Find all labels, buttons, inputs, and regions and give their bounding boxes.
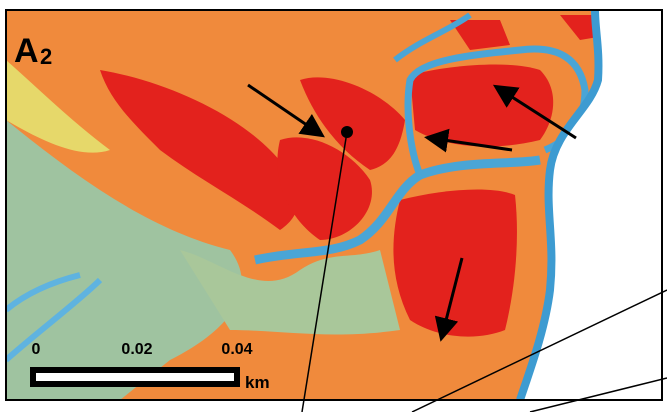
scale-bar-inner <box>36 373 234 381</box>
scale-unit: km <box>245 373 270 392</box>
scale-label: 0.04 <box>221 341 252 358</box>
raster <box>6 10 662 400</box>
patch <box>410 65 553 147</box>
panel-label: A <box>14 32 39 70</box>
scale-label: 0 <box>32 341 41 358</box>
map-figure: A 2 0 0.02 0.04 km <box>0 0 667 412</box>
patch <box>393 190 517 337</box>
panel-subscript: 2 <box>40 44 52 69</box>
page: A 2 0 0.02 0.04 km (() => { const data =… <box>0 0 667 412</box>
scale-label: 0.02 <box>121 341 152 358</box>
